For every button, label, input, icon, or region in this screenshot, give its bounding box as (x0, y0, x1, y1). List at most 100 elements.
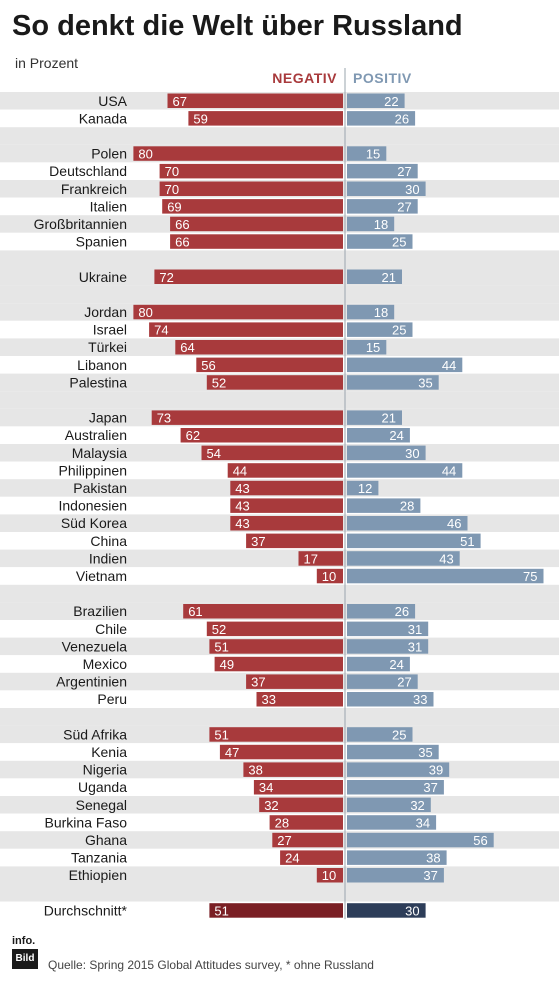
country-label: Australien (65, 427, 127, 443)
positive-value-label: 25 (392, 727, 406, 742)
negative-bar (227, 463, 343, 478)
negative-bar (209, 727, 343, 742)
positive-bar (347, 428, 410, 443)
negative-value-label: 51 (214, 903, 228, 918)
group-spacer (0, 285, 559, 304)
country-label: Frankreich (61, 181, 127, 197)
country-label: Tanzania (71, 850, 127, 866)
negative-value-label: 52 (212, 375, 226, 390)
country-label: Venezuela (62, 638, 128, 654)
positive-value-label: 31 (408, 622, 422, 637)
positive-value-label: 27 (397, 199, 411, 214)
positive-value-label: 25 (392, 323, 406, 338)
negative-bar (253, 780, 343, 795)
negative-bar (316, 568, 343, 584)
country-label: Jordan (84, 304, 127, 320)
negative-value-label: 10 (322, 569, 336, 584)
positive-value-label: 44 (442, 358, 456, 373)
positive-bar (347, 146, 387, 161)
group-spacer (0, 391, 559, 409)
positive-bar (347, 199, 418, 214)
negative-bar (170, 234, 343, 249)
country-label: Ghana (85, 832, 127, 848)
info-bild-logo: info. Bild (12, 935, 40, 971)
positive-value-label: 26 (395, 111, 409, 126)
country-label: Brazilien (73, 603, 127, 619)
negative-bar (159, 163, 343, 179)
negative-value-label: 80 (138, 147, 152, 162)
positive-bar (347, 568, 544, 584)
negative-bar (230, 516, 343, 531)
country-label: China (90, 533, 127, 549)
country-label: Süd Afrika (63, 726, 127, 742)
negative-bar (133, 146, 343, 161)
positive-bar (347, 551, 460, 566)
positive-value-label: 18 (374, 217, 388, 232)
positive-bar (347, 304, 395, 320)
country-label: Israel (93, 322, 127, 338)
country-label: Uganda (78, 779, 127, 795)
negative-value-label: 10 (322, 868, 336, 883)
positive-bar (347, 762, 450, 777)
negative-bar (298, 551, 343, 566)
positive-bar (347, 445, 426, 461)
negative-bar (214, 656, 343, 672)
negative-value-label: 59 (193, 111, 207, 126)
negative-value-label: 70 (165, 182, 179, 197)
source-note: Quelle: Spring 2015 Global Attitudes sur… (48, 958, 374, 972)
negative-value-label: 28 (275, 815, 289, 830)
negative-value-label: 62 (186, 428, 200, 443)
country-label: Kanada (79, 110, 127, 126)
positive-bar (347, 639, 429, 654)
positive-value-label: 30 (405, 446, 419, 461)
negative-bar (201, 445, 343, 461)
country-label: Spanien (76, 234, 127, 250)
positive-bar (347, 621, 429, 637)
positive-value-label: 44 (442, 463, 456, 478)
positive-value-label: 25 (392, 235, 406, 250)
negative-value-label: 38 (248, 763, 262, 778)
negative-value-label: 49 (220, 657, 234, 672)
negative-bar (167, 93, 343, 108)
positive-value-label: 35 (418, 745, 432, 760)
positive-value-label: 21 (382, 411, 396, 426)
negative-value-label: 34 (259, 780, 273, 795)
negative-value-label: 61 (188, 604, 202, 619)
positive-bar (347, 234, 413, 249)
negative-bar (280, 850, 343, 865)
country-label: Palestina (69, 374, 127, 390)
country-label: Burkina Faso (45, 814, 128, 830)
negative-bar (196, 357, 343, 373)
positive-value-label: 38 (426, 851, 440, 866)
country-label: Kenia (91, 744, 127, 760)
positive-value-label: 26 (395, 604, 409, 619)
positive-value-label: 28 (400, 499, 414, 514)
positive-bar (347, 163, 418, 179)
negative-value-label: 70 (165, 164, 179, 179)
negative-value-label: 37 (251, 534, 265, 549)
country-label: Deutschland (49, 163, 127, 179)
country-label: Philippinen (59, 462, 128, 478)
negative-bar (246, 533, 343, 549)
positive-bar (347, 815, 437, 830)
country-label: Mexico (83, 656, 128, 672)
positive-value-label: 56 (473, 833, 487, 848)
negative-bar (219, 744, 343, 760)
positive-value-label: 37 (423, 780, 437, 795)
negative-value-label: 74 (154, 323, 168, 338)
negative-value-label: 27 (277, 833, 291, 848)
positive-value-label: 32 (410, 798, 424, 813)
negative-bar (230, 480, 343, 496)
negative-value-label: 69 (167, 199, 181, 214)
negative-value-label: 67 (173, 94, 187, 109)
negative-value-label: 66 (175, 217, 189, 232)
positive-value-label: 30 (405, 182, 419, 197)
negative-bar (180, 428, 343, 443)
negative-bar (259, 797, 343, 813)
negative-bar (246, 674, 343, 689)
positive-value-label: 51 (460, 534, 474, 549)
positive-value-label: 33 (413, 692, 427, 707)
positive-bar (347, 744, 439, 760)
negative-bar (269, 815, 343, 830)
country-label: Polen (91, 146, 127, 162)
